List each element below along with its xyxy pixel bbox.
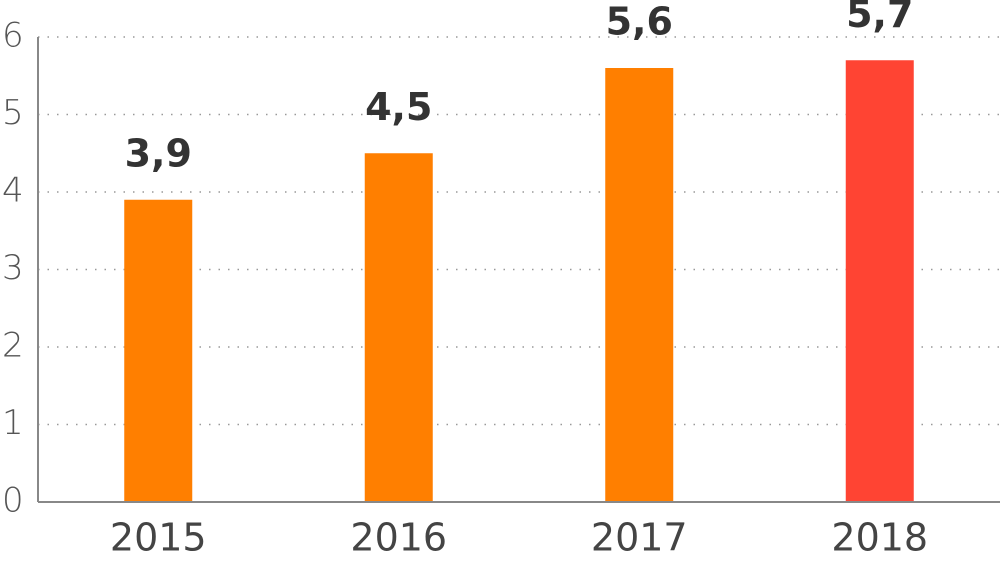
- x-tick-label: 2017: [591, 516, 688, 560]
- bar: [124, 199, 193, 502]
- x-tick-label: 2015: [110, 516, 207, 560]
- y-tick-label: 0: [2, 481, 24, 521]
- y-tick-label: 6: [2, 16, 24, 56]
- value-label: 5,6: [606, 0, 673, 44]
- bar: [364, 153, 433, 502]
- y-tick-label: 3: [2, 248, 24, 288]
- bar: [845, 60, 914, 502]
- bar: [605, 68, 674, 502]
- y-tick-label: 4: [2, 171, 24, 211]
- value-label: 5,7: [846, 0, 913, 36]
- x-tick-label: 2016: [350, 516, 447, 560]
- value-label: 4,5: [365, 85, 432, 129]
- y-tick-label: 1: [2, 403, 24, 443]
- x-tick-label: 2018: [831, 516, 928, 560]
- y-tick-label: 5: [2, 93, 24, 133]
- value-label: 3,9: [125, 131, 192, 175]
- y-tick-label: 2: [2, 326, 24, 366]
